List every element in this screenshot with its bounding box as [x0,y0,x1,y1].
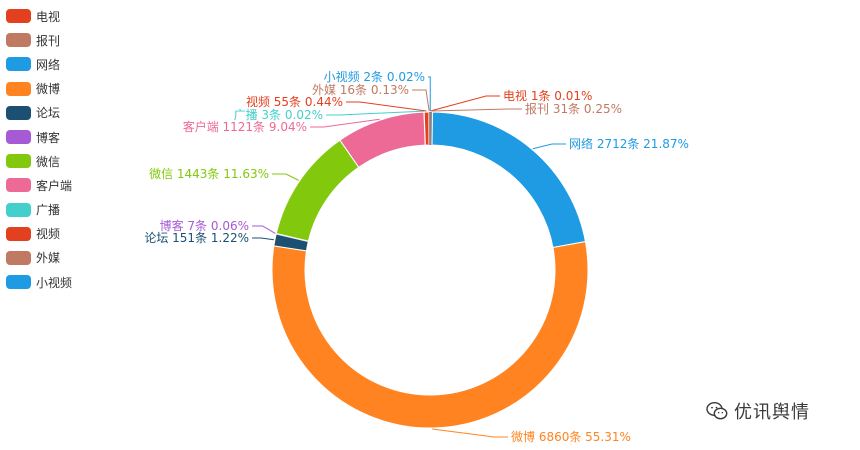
donut-slice[interactable] [431,111,587,249]
legend-swatch [6,9,31,24]
slice-label: 论坛 151条 1.22% [144,231,249,245]
legend-item[interactable]: 小视频 [6,270,72,294]
slice-label: 视频 55条 0.44% [246,94,343,109]
slice-label: 广播 3条 0.02% [234,108,323,122]
leader-line [412,89,430,112]
donut-slice[interactable] [428,112,430,146]
legend-swatch [6,105,31,120]
legend-swatch [6,226,31,241]
watermark: 优讯舆情 [706,398,810,424]
legend-label: 论坛 [36,106,61,121]
leader-line [428,76,431,112]
legend-swatch [6,57,31,72]
legend-swatch [6,250,31,265]
watermark-text: 优讯舆情 [734,402,810,423]
slice-label: 小视频 2条 0.02% [324,69,425,84]
donut-slice[interactable] [339,111,426,168]
slice-label: 博客 7条 0.06% [160,218,249,233]
slice-label: 客户端 1121条 9.04% [183,119,307,134]
slice-label: 电视 1条 0.01% [503,88,592,103]
legend-swatch [6,202,31,217]
leader-line [310,118,380,128]
legend-item[interactable]: 视频 [6,222,72,246]
legend-label: 博客 [36,130,61,145]
legend-item[interactable]: 广播 [6,198,72,222]
legend-item[interactable]: 网络 [6,52,72,76]
legend-item[interactable]: 外媒 [6,246,72,270]
donut-slice[interactable] [423,111,430,146]
legend-item[interactable]: 报刊 [6,28,72,52]
leader-line [252,237,274,241]
legend-item[interactable]: 电视 [6,4,72,28]
leader-line [272,173,299,181]
legend-label: 广播 [36,203,61,218]
legend-label: 微博 [36,82,61,97]
wechat-icon [706,401,728,420]
legend-item[interactable]: 微博 [6,77,72,101]
slice-label: 网络 2712条 21.87% [569,136,689,151]
legend-swatch [6,275,31,290]
legend-label: 视频 [36,227,61,242]
legend-label: 外媒 [36,251,61,266]
leader-line [532,143,566,150]
chart-legend: 电视报刊网络微博论坛博客微信客户端广播视频外媒小视频 [6,4,72,294]
donut-slice[interactable] [271,241,589,429]
donut-slice[interactable] [275,139,360,242]
legend-item[interactable]: 论坛 [6,101,72,125]
legend-item[interactable]: 博客 [6,125,72,149]
slice-label: 微信 1443条 11.63% [149,167,269,181]
legend-label: 网络 [36,57,61,72]
legend-item[interactable]: 客户端 [6,173,72,197]
leader-line [431,108,522,112]
slice-label: 报刊 31条 0.25% [525,101,622,116]
leader-line [432,428,508,438]
legend-swatch [6,81,31,96]
leader-line [346,101,427,112]
legend-swatch [6,130,31,145]
legend-swatch [6,33,31,48]
donut-slice[interactable] [429,112,431,146]
legend-label: 报刊 [36,33,61,48]
slice-label: 微博 6860条 55.31% [511,429,631,444]
legend-label: 电视 [36,9,61,24]
legend-item[interactable]: 微信 [6,149,72,173]
slice-label: 外媒 16条 0.13% [312,83,409,97]
legend-swatch [6,154,31,169]
legend-label: 客户端 [36,178,73,193]
legend-label: 微信 [36,154,61,169]
leader-line [430,95,500,112]
legend-swatch [6,178,31,193]
legend-label: 小视频 [36,275,73,290]
leader-line [326,110,425,116]
leader-line [252,225,276,234]
